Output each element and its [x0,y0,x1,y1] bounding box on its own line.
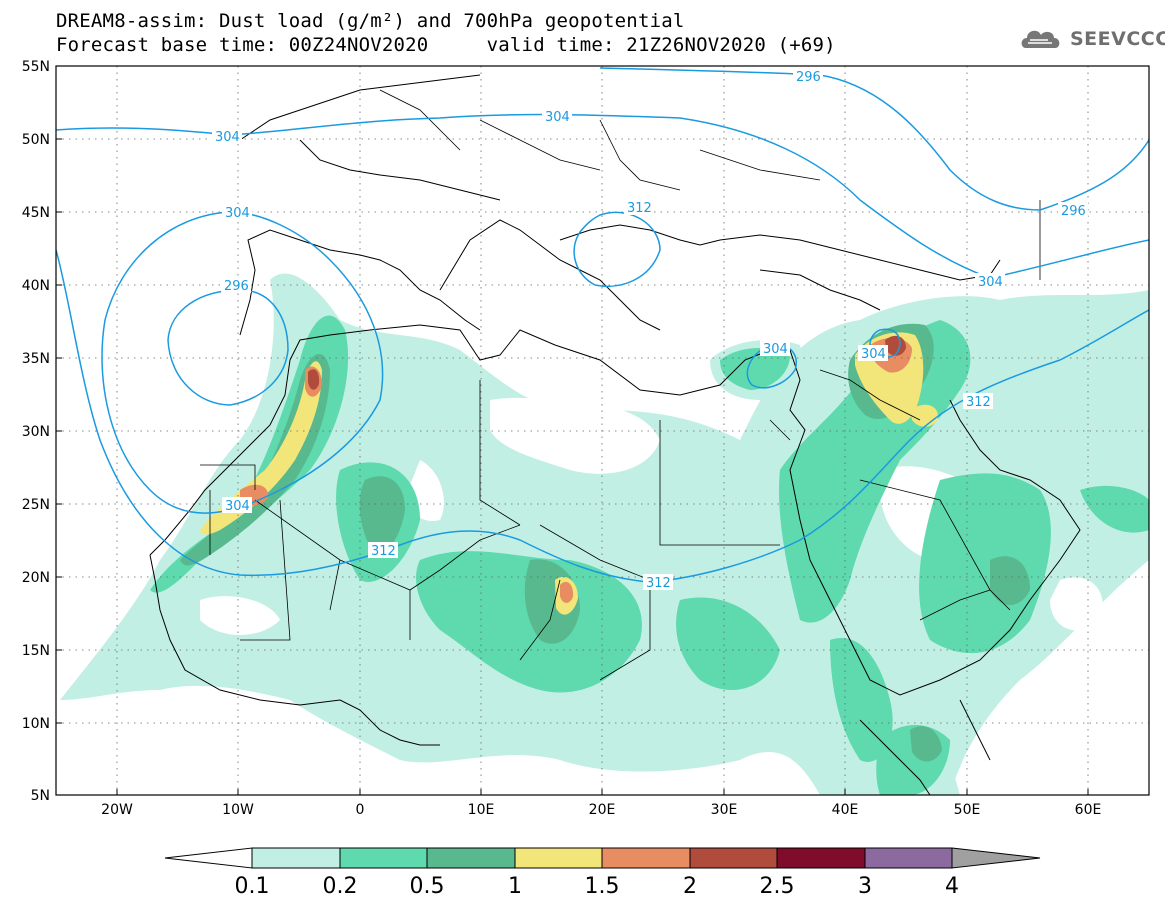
contour-296-north [599,67,1149,211]
lon-label: 20W [101,802,133,818]
contour-312-south [56,249,1149,583]
logo-text: SEEVCCC [1070,28,1165,50]
colorbar-tick-label: 4 [945,874,959,899]
colorbar-tick-label: 0.1 [235,874,270,899]
cloud-icon [1021,30,1060,48]
colorbar-tick-label: 1 [508,874,522,899]
lat-label: 35N [22,351,50,367]
lat-label: 55N [22,59,50,75]
colorbar-tick-label: 3 [858,874,872,899]
colorbar-tick-label: 0.5 [410,874,445,899]
colorbar-segment [426,847,516,869]
lat-label: 50N [22,132,50,148]
contour-label: 304 [215,130,240,145]
colorbar-segment [339,847,428,869]
contour-label: 312 [966,395,991,410]
contour-label: 304 [545,110,570,125]
lon-label: 30E [711,802,738,818]
lon-label: 10E [468,802,495,818]
lat-label: 20N [22,570,50,586]
colorbar-under-triangle [164,847,253,869]
contour-label: 304 [861,347,886,362]
latitude-labels: 55N 50N 45N 40N 35N 30N 25N 20N 15N 10N … [22,59,50,804]
map-title: DREAM8-assim: Dust load (g/m²) and 700hP… [56,10,685,32]
contour-label: 304 [978,275,1003,290]
colorbar-segment [601,847,691,869]
lat-label: 30N [22,424,50,440]
coastlines [149,74,1081,795]
contour-304-cyprus [746,343,797,389]
lat-label: 25N [22,497,50,513]
contour-304-low [101,211,384,514]
colorbar-segment [251,847,341,869]
contour-label: 312 [646,576,671,591]
lon-label: 50E [954,802,981,818]
contour-label: 304 [225,206,250,221]
country-borders [200,89,1041,681]
forecast-time-line: Forecast base time: 00Z24NOV2020 valid t… [56,34,836,56]
contour-label: 304 [225,499,250,514]
lat-label: 45N [22,205,50,221]
colorbar-over-triangle [951,847,1041,869]
contour-labels: 304 304 296 304 296 304 312 312 312 304 … [212,68,1088,591]
colorbar-tick-label: 2 [683,874,697,899]
colorbar-tick-label: 2.5 [760,874,795,899]
axis-ticks [56,65,1089,796]
contour-312-balkan [573,211,661,287]
dust-shading [60,273,1149,795]
contour-label: 304 [763,342,788,357]
lon-label: 0 [356,802,365,818]
contour-label: 296 [224,279,249,294]
seevccc-logo: SEEVCCC [1018,24,1165,54]
dust-level-2 [308,335,906,390]
lat-label: 40N [22,278,50,294]
lon-label: 40E [832,802,859,818]
lon-label: 10W [222,802,254,818]
colorbar-segment [864,847,953,869]
contour-label: 296 [796,70,821,85]
longitude-labels: 20W 10W 0 10E 20E 30E 40E 50E 60E [101,802,1101,818]
contour-label: 296 [1061,204,1086,219]
lat-label: 15N [22,643,50,659]
colorbar-segment [689,847,778,869]
colorbar: 0.1 0.2 0.5 1 1.5 2 2.5 3 4 [164,847,1041,899]
colorbar-tick-label: 0.2 [323,874,358,899]
lon-label: 60E [1075,802,1102,818]
lat-label: 5N [31,788,50,804]
contour-label: 312 [371,544,396,559]
lon-label: 20E [589,802,616,818]
contour-label: 312 [627,201,652,216]
colorbar-tick-label: 1.5 [585,874,620,899]
colorbar-segment [776,847,866,869]
contour-296-low [167,289,289,406]
lat-label: 10N [22,716,50,732]
colorbar-segment [514,847,603,869]
